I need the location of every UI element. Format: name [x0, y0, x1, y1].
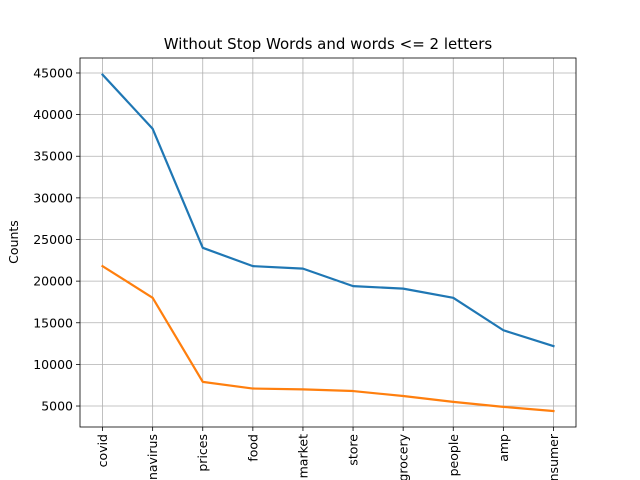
x-tick-label: store — [346, 434, 361, 466]
x-tick-label: covid — [95, 434, 110, 467]
x-tick-label: food — [245, 434, 260, 462]
x-tick-label: prices — [195, 434, 210, 472]
chart-title: Without Stop Words and words <= 2 letter… — [164, 35, 493, 53]
x-tick-label: grocery — [396, 433, 411, 480]
series-line — [100, 73, 555, 348]
y-tick-label: 35000 — [33, 149, 73, 164]
x-tick-label: coronavirus — [145, 434, 160, 480]
series-line — [101, 264, 555, 413]
y-tick-label: 5000 — [41, 399, 73, 414]
y-tick-label: 15000 — [33, 315, 73, 330]
y-axis-label: Counts — [6, 220, 21, 264]
plot-frame — [79, 57, 577, 428]
y-tick-label: 40000 — [33, 107, 73, 122]
x-tick-label: amp — [496, 434, 511, 462]
y-tick-label: 20000 — [33, 274, 73, 289]
x-tick-label: people — [446, 434, 461, 477]
y-tick-label: 30000 — [33, 190, 73, 205]
y-tick-label: 45000 — [33, 65, 73, 80]
y-tick-label: 10000 — [33, 357, 73, 372]
x-tick-label: market — [295, 434, 310, 478]
y-tick-label: 25000 — [33, 232, 73, 247]
x-tick-label: consumer — [546, 433, 561, 480]
